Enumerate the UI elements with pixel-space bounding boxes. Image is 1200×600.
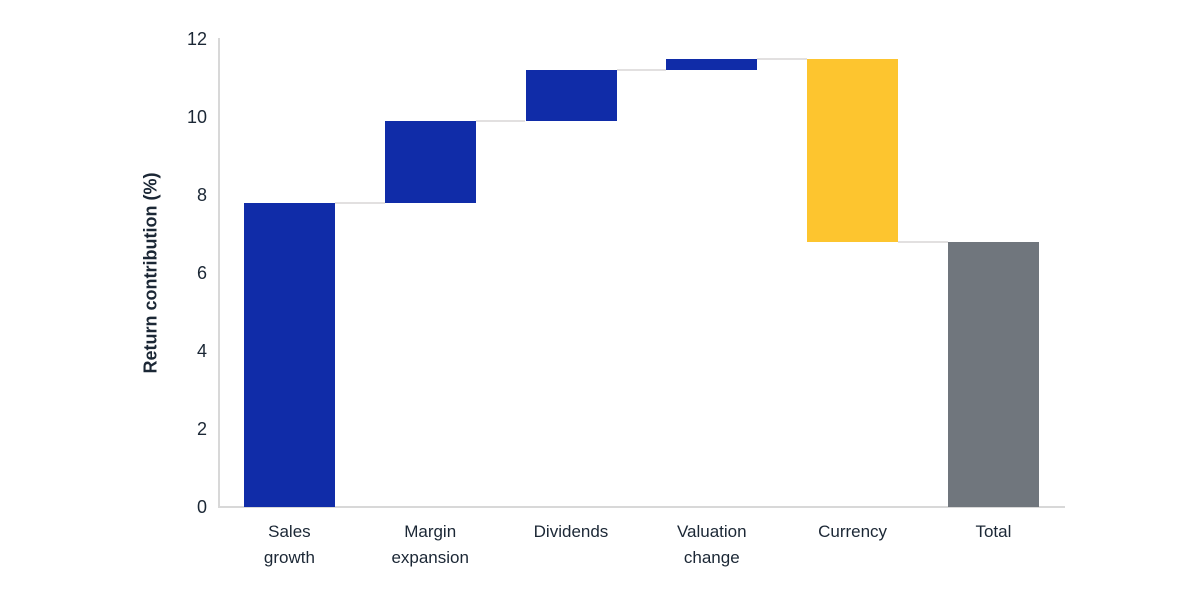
bar-dividends [525, 70, 617, 121]
connector-valuation-change-to-currency [757, 57, 808, 60]
bar-margin-expansion [384, 120, 476, 203]
y-tick-label-2: 2 [196, 419, 207, 439]
x-tick-label-margin-expansion: Margin expansion [391, 522, 469, 567]
connector-margin-expansion-to-dividends [475, 119, 526, 122]
y-tick-label-12: 12 [186, 29, 207, 49]
connector-currency-to-total [898, 240, 948, 243]
bar-total [947, 241, 1039, 507]
y-tick-label-4: 4 [196, 341, 207, 361]
connector-dividends-to-valuation-change [616, 69, 667, 72]
x-tick-label-total: Total [975, 522, 1012, 541]
bar-currency [807, 58, 899, 242]
bar-valuation-change [666, 58, 758, 71]
y-tick-label-0: 0 [196, 497, 207, 517]
x-axis-line [218, 506, 1065, 508]
y-tick-label-10: 10 [186, 107, 207, 127]
x-tick-label-dividends: Dividends [533, 522, 609, 541]
y-tick-label-6: 6 [196, 263, 207, 283]
x-tick-label-currency: Currency [818, 522, 888, 541]
bar-sales-growth [243, 202, 335, 507]
x-tick-label-valuation-change: Valuation change [676, 522, 747, 567]
connector-sales-growth-to-margin-expansion [334, 201, 385, 204]
y-tick-label-8: 8 [196, 185, 207, 205]
x-tick-label-sales-growth: Sales growth [263, 522, 315, 567]
y-axis-line [218, 38, 220, 508]
